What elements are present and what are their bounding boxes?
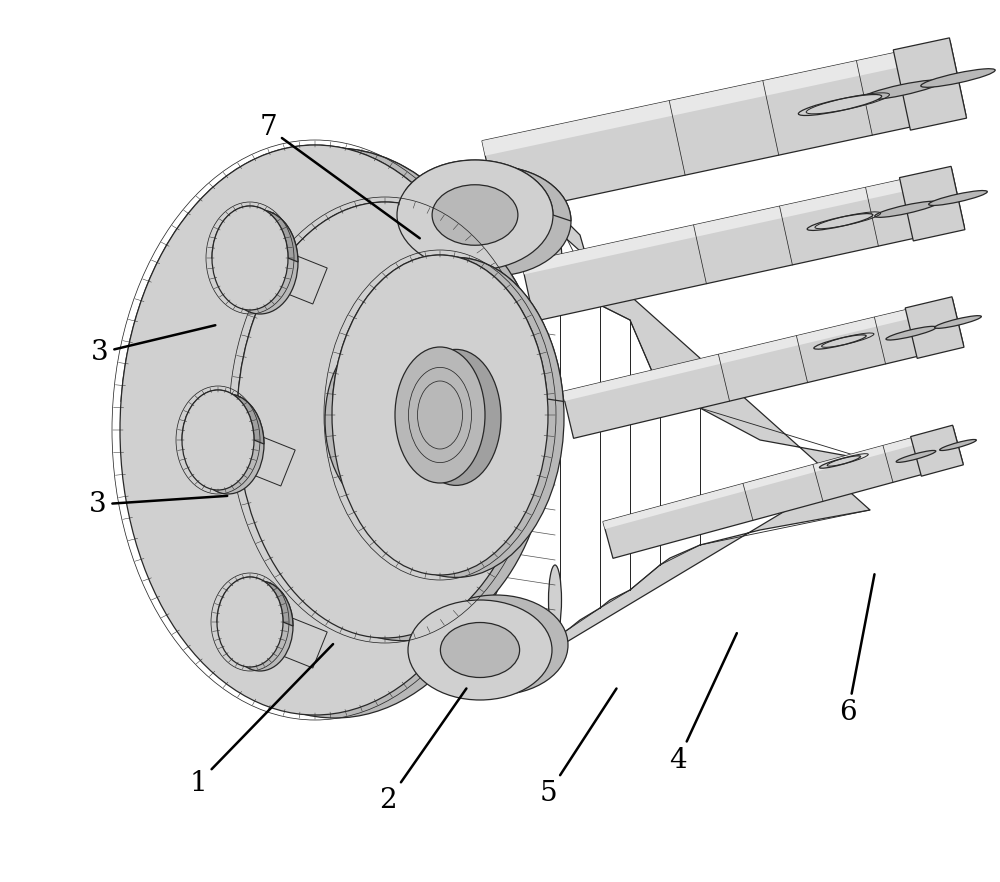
Ellipse shape bbox=[424, 595, 568, 695]
Ellipse shape bbox=[325, 330, 445, 510]
Ellipse shape bbox=[415, 166, 571, 276]
Ellipse shape bbox=[222, 210, 298, 314]
Polygon shape bbox=[243, 604, 327, 668]
Polygon shape bbox=[333, 255, 563, 401]
Polygon shape bbox=[212, 206, 298, 262]
Ellipse shape bbox=[411, 349, 501, 485]
Polygon shape bbox=[238, 202, 550, 401]
Polygon shape bbox=[562, 299, 955, 401]
Text: 7: 7 bbox=[259, 115, 420, 238]
Ellipse shape bbox=[819, 456, 861, 468]
Polygon shape bbox=[406, 160, 571, 221]
Ellipse shape bbox=[217, 577, 283, 667]
Polygon shape bbox=[495, 175, 870, 685]
Ellipse shape bbox=[548, 565, 562, 635]
Ellipse shape bbox=[807, 213, 873, 230]
Polygon shape bbox=[893, 38, 967, 131]
Text: 3: 3 bbox=[89, 491, 227, 518]
Ellipse shape bbox=[140, 148, 530, 718]
Polygon shape bbox=[182, 390, 264, 444]
Ellipse shape bbox=[886, 326, 936, 340]
Text: 3: 3 bbox=[91, 325, 215, 366]
Ellipse shape bbox=[215, 422, 221, 458]
Ellipse shape bbox=[212, 206, 288, 310]
Text: 2: 2 bbox=[379, 689, 466, 814]
Ellipse shape bbox=[182, 390, 254, 490]
Polygon shape bbox=[211, 422, 295, 486]
Ellipse shape bbox=[896, 451, 936, 462]
Ellipse shape bbox=[814, 335, 866, 349]
Text: 1: 1 bbox=[189, 644, 333, 796]
Ellipse shape bbox=[408, 600, 552, 700]
Ellipse shape bbox=[935, 316, 981, 328]
Ellipse shape bbox=[247, 604, 253, 640]
Ellipse shape bbox=[192, 394, 264, 494]
Polygon shape bbox=[121, 146, 529, 405]
Ellipse shape bbox=[432, 184, 518, 245]
Ellipse shape bbox=[247, 240, 253, 276]
Ellipse shape bbox=[940, 439, 976, 451]
Ellipse shape bbox=[255, 205, 551, 640]
Ellipse shape bbox=[120, 145, 510, 715]
Ellipse shape bbox=[921, 69, 995, 87]
Ellipse shape bbox=[440, 623, 520, 677]
Polygon shape bbox=[905, 296, 964, 358]
Ellipse shape bbox=[332, 255, 548, 575]
Polygon shape bbox=[603, 427, 955, 529]
Polygon shape bbox=[603, 427, 963, 558]
Ellipse shape bbox=[798, 94, 882, 116]
Ellipse shape bbox=[255, 313, 415, 553]
Polygon shape bbox=[482, 41, 953, 156]
Ellipse shape bbox=[348, 258, 564, 578]
Ellipse shape bbox=[227, 581, 293, 671]
Polygon shape bbox=[522, 168, 964, 321]
Ellipse shape bbox=[343, 333, 463, 512]
Polygon shape bbox=[911, 425, 963, 476]
Polygon shape bbox=[217, 577, 293, 626]
Text: 6: 6 bbox=[839, 574, 874, 726]
Polygon shape bbox=[482, 41, 966, 215]
Text: 4: 4 bbox=[669, 633, 737, 774]
Ellipse shape bbox=[862, 80, 942, 100]
Polygon shape bbox=[899, 167, 965, 241]
Ellipse shape bbox=[235, 310, 395, 550]
Polygon shape bbox=[562, 299, 964, 438]
Ellipse shape bbox=[548, 392, 562, 467]
Ellipse shape bbox=[548, 230, 562, 310]
Polygon shape bbox=[243, 240, 327, 304]
Ellipse shape bbox=[395, 347, 485, 483]
Ellipse shape bbox=[875, 201, 938, 217]
Ellipse shape bbox=[929, 191, 987, 206]
Ellipse shape bbox=[397, 160, 553, 270]
Text: 5: 5 bbox=[539, 689, 616, 807]
Ellipse shape bbox=[237, 202, 533, 638]
Polygon shape bbox=[522, 168, 954, 274]
